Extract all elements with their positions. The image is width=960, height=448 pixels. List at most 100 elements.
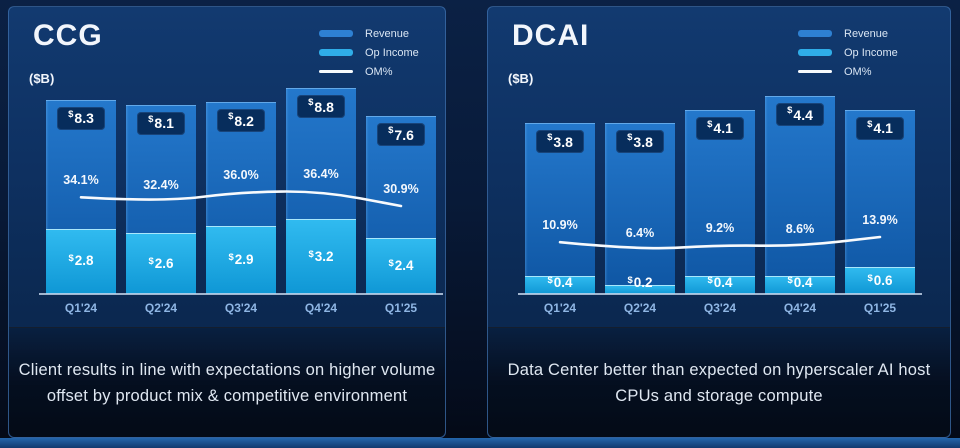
legend-item-revenue: Revenue [798, 27, 898, 40]
om-line [79, 190, 403, 208]
caption-line: Client results in line with expectations… [18, 361, 436, 379]
legend-label: Op Income [844, 46, 898, 59]
op-income-bar [286, 219, 356, 294]
revenue-value-pill: $7.6 [377, 123, 425, 147]
op-income-value: $0.2 [627, 275, 653, 290]
revenue-bar [845, 109, 915, 294]
op-income-bar [605, 285, 675, 294]
op-income-bar [845, 267, 915, 294]
op-income-value: $0.6 [867, 272, 893, 288]
legend-label: Revenue [365, 27, 410, 40]
x-axis-label: Q4'24 [783, 301, 817, 315]
om-pct-value: 36.0% [223, 168, 259, 183]
dollar-sign: $ [787, 275, 793, 286]
slide-bottom-strip [0, 438, 960, 448]
chart-plot-ccg: 34.1% $2.8 Q1'24 $8.3 32.4% $2.6 Q2'24 $8.1 36.0… [39, 87, 443, 315]
op-income-bar [525, 276, 595, 294]
revenue-value-pill: $8.1 [137, 111, 185, 135]
caption-line: offset by product mix & competitive envi… [46, 386, 408, 405]
op-income-swatch-icon [798, 49, 832, 56]
dollar-sign: $ [547, 275, 553, 286]
om-line-path [79, 190, 403, 208]
legend-item-op-income: Op Income [319, 46, 419, 59]
dollar-sign: $ [228, 252, 234, 264]
om-pct-value: 9.2% [705, 221, 735, 236]
caption-band: Data Center better than expected on hype… [488, 327, 950, 437]
dollar-sign: $ [867, 272, 873, 284]
dollar-sign: $ [707, 275, 713, 286]
om-line-swatch-icon [319, 70, 353, 73]
x-axis [39, 293, 443, 295]
op-income-value: $2.8 [68, 253, 94, 269]
units-label: ($B) [508, 71, 534, 86]
om-pct-value: 13.9% [862, 213, 898, 227]
revenue-value-pill: $8.3 [57, 106, 105, 130]
revenue-bar [765, 96, 835, 294]
legend: Revenue Op Income OM% [798, 27, 898, 78]
legend-label: OM% [844, 65, 872, 78]
op-income-bar [765, 276, 835, 294]
op-income-bar [366, 237, 436, 294]
x-axis [518, 293, 922, 295]
legend-label: Op Income [365, 46, 419, 59]
dollar-sign: $ [68, 108, 74, 120]
om-pct-value: 34.1% [63, 173, 99, 188]
dollar-sign: $ [707, 118, 713, 130]
caption-text: Data Center better than expected on hype… [488, 358, 950, 409]
legend-item-revenue: Revenue [319, 27, 419, 40]
x-axis-label: Q2'24 [623, 301, 657, 315]
revenue-value-pill: $3.8 [536, 130, 584, 153]
dollar-sign: $ [627, 275, 633, 286]
dollar-sign: $ [547, 132, 553, 143]
om-pct-value: 36.4% [303, 167, 339, 181]
dollar-sign: $ [68, 253, 74, 265]
revenue-value-pill: $4.1 [696, 116, 744, 140]
om-pct-value: 8.6% [785, 222, 815, 237]
om-pct-value: 6.4% [625, 226, 655, 240]
dollar-sign: $ [787, 105, 793, 116]
legend-label: Revenue [844, 27, 889, 40]
op-income-bar [206, 226, 276, 294]
op-income-value: $0.4 [707, 275, 733, 290]
dollar-sign: $ [627, 132, 633, 143]
legend-item-om: OM% [319, 65, 419, 78]
revenue-swatch-icon [319, 30, 353, 37]
x-axis-label: Q1'25 [863, 301, 897, 315]
x-axis-label: Q1'24 [543, 301, 577, 315]
legend: Revenue Op Income OM% [319, 27, 419, 78]
revenue-value-pill: $4.4 [776, 103, 824, 126]
op-income-value: $2.4 [388, 257, 414, 273]
dollar-sign: $ [388, 257, 394, 269]
dollar-sign: $ [388, 125, 394, 137]
caption-line: CPUs and storage compute [615, 386, 823, 405]
om-pct-value: 10.9% [542, 218, 578, 233]
x-axis-label: Q1'24 [64, 301, 98, 315]
op-income-swatch-icon [319, 49, 353, 56]
op-income-value: $0.4 [547, 275, 573, 290]
revenue-value-pill: $8.2 [217, 109, 265, 133]
x-axis-label: Q3'24 [224, 301, 258, 315]
dollar-sign: $ [308, 248, 314, 260]
x-axis-label: Q4'24 [304, 301, 338, 315]
panel-dcai: DCAI Revenue Op Income OM% ($B) 10.9% $0.… [487, 6, 951, 438]
op-income-value: $2.9 [228, 252, 254, 268]
om-line-swatch-icon [798, 70, 832, 73]
op-income-bar [46, 228, 116, 294]
dollar-sign: $ [228, 111, 234, 123]
legend-item-om: OM% [798, 65, 898, 78]
dollar-sign: $ [308, 97, 314, 109]
om-line-path [558, 235, 882, 250]
x-axis-label: Q2'24 [144, 301, 178, 315]
revenue-value-pill: $3.8 [616, 130, 664, 153]
revenue-value-pill: $4.1 [856, 116, 904, 140]
op-income-bar [685, 276, 755, 294]
page-title: CCG [33, 19, 103, 52]
legend-label: OM% [365, 65, 393, 78]
units-label: ($B) [29, 71, 55, 86]
op-income-bar [126, 233, 196, 294]
caption-line: Data Center better than expected on hype… [507, 361, 931, 379]
x-axis-label: Q3'24 [703, 301, 737, 315]
revenue-value-pill: $8.8 [297, 95, 345, 119]
caption-band: Client results in line with expectations… [9, 327, 445, 437]
dollar-sign: $ [148, 113, 154, 125]
